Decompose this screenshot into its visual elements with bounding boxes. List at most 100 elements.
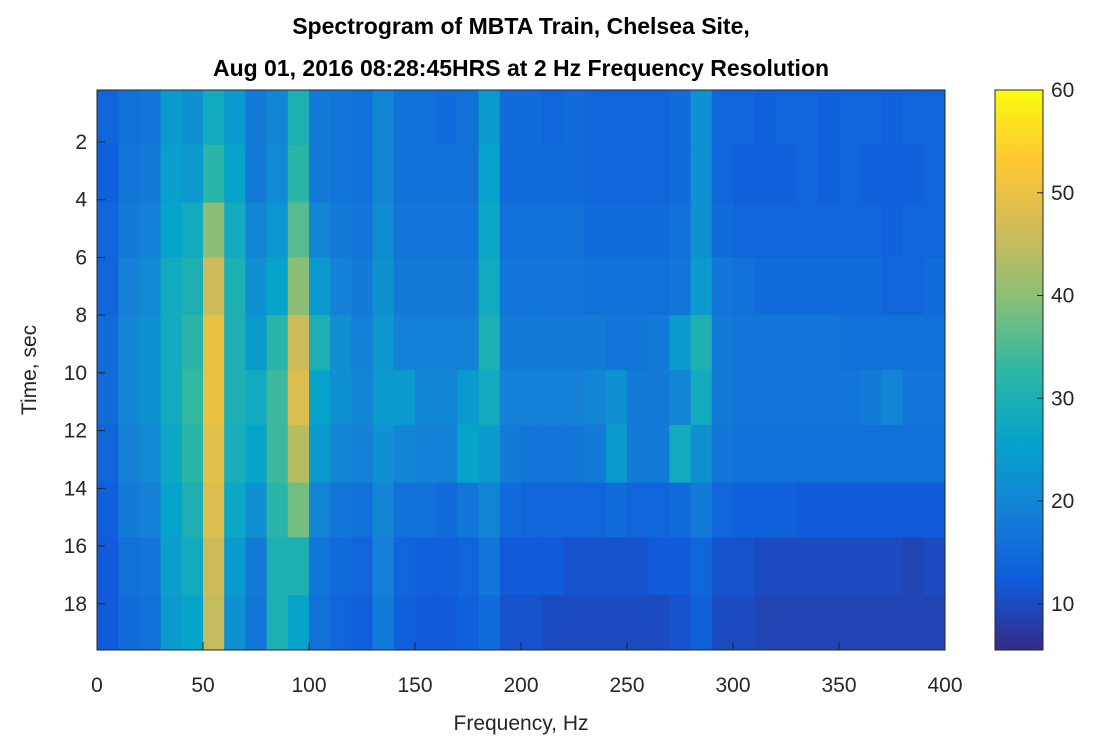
heatmap-cell <box>118 595 140 650</box>
heatmap-cell <box>585 425 607 483</box>
heatmap-cell <box>245 425 267 483</box>
heatmap-cell <box>500 257 522 315</box>
heatmap-cell <box>139 315 161 370</box>
heatmap-cell <box>669 370 691 425</box>
heatmap-cell <box>267 425 289 483</box>
heatmap-cell <box>606 257 628 315</box>
heatmap-cell <box>415 145 437 203</box>
heatmap-cell <box>839 483 861 538</box>
heatmap-cell <box>479 595 501 650</box>
heatmap-cell <box>585 257 607 315</box>
heatmap-cell <box>267 370 289 425</box>
heatmap-cell <box>224 425 246 483</box>
heatmap-cell <box>224 537 246 595</box>
heatmap-cell <box>373 595 395 650</box>
heatmap-cell <box>245 595 267 650</box>
heatmap-cell <box>288 90 310 145</box>
heatmap-cell <box>606 537 628 595</box>
heatmap-cell <box>606 595 628 650</box>
heatmap-cell <box>669 90 691 145</box>
heatmap-cell <box>648 483 670 538</box>
heatmap-cell <box>373 370 395 425</box>
heatmap-cell <box>330 145 352 203</box>
heatmap-cell <box>903 595 925 650</box>
heatmap-cell <box>627 595 649 650</box>
y-tick-label: 4 <box>75 189 87 212</box>
chart-title: Aug 01, 2016 08:28:45HRS at 2 Hz Frequen… <box>213 55 829 81</box>
heatmap-cell <box>903 425 925 483</box>
heatmap-cell <box>139 595 161 650</box>
heatmap-cell <box>903 537 925 595</box>
heatmap-cell <box>245 483 267 538</box>
heatmap-cell <box>881 537 903 595</box>
heatmap-cell <box>203 257 225 315</box>
heatmap-cell <box>479 90 501 145</box>
y-tick-label: 18 <box>64 593 87 616</box>
heatmap-cell <box>881 315 903 370</box>
heatmap-cell <box>606 145 628 203</box>
heatmap-cell <box>691 483 713 538</box>
heatmap-cell <box>839 537 861 595</box>
heatmap-cell <box>839 370 861 425</box>
heatmap-cell <box>563 90 585 145</box>
heatmap-cell <box>97 145 119 203</box>
heatmap-cell <box>860 370 882 425</box>
heatmap-cell <box>457 90 479 145</box>
heatmap-cell <box>733 145 755 203</box>
heatmap-cell <box>712 315 734 370</box>
heatmap-cell <box>500 537 522 595</box>
heatmap-cell <box>500 145 522 203</box>
heatmap-cell <box>606 315 628 370</box>
heatmap-cell <box>669 537 691 595</box>
heatmap-cell <box>542 90 564 145</box>
colorbar-tick-label: 10 <box>1051 593 1074 616</box>
heatmap-cell <box>309 257 331 315</box>
y-tick-label: 8 <box>75 304 87 327</box>
heatmap-cell <box>881 483 903 538</box>
heatmap-cell <box>415 370 437 425</box>
heatmap-cell <box>351 537 373 595</box>
heatmap-cell <box>267 595 289 650</box>
heatmap-cell <box>754 595 776 650</box>
heatmap-cell <box>669 203 691 258</box>
heatmap-cell <box>161 595 183 650</box>
heatmap-cell <box>330 483 352 538</box>
y-axis-label: Time, sec <box>18 325 41 415</box>
heatmap-cell <box>924 145 946 203</box>
heatmap-cell <box>924 537 946 595</box>
heatmap-cell <box>500 370 522 425</box>
heatmap-cell <box>415 483 437 538</box>
heatmap-cell <box>373 257 395 315</box>
heatmap-cell <box>203 90 225 145</box>
heatmap-cell <box>224 145 246 203</box>
heatmap-cell <box>818 425 840 483</box>
heatmap-cell <box>860 145 882 203</box>
heatmap-cell <box>797 425 819 483</box>
heatmap-cell <box>394 425 416 483</box>
heatmap-cell <box>224 257 246 315</box>
heatmap-cell <box>457 370 479 425</box>
heatmap-cell <box>733 595 755 650</box>
heatmap-cell <box>797 370 819 425</box>
heatmap-cell <box>224 595 246 650</box>
heatmap-cell <box>839 145 861 203</box>
heatmap-cell <box>97 90 119 145</box>
heatmap-cell <box>691 315 713 370</box>
heatmap-cell <box>118 425 140 483</box>
heatmap-cell <box>457 595 479 650</box>
heatmap-cell <box>818 90 840 145</box>
heatmap-cell <box>182 203 204 258</box>
heatmap-cell <box>818 483 840 538</box>
heatmap-cell <box>860 257 882 315</box>
heatmap-cell <box>839 203 861 258</box>
heatmap-cell <box>860 203 882 258</box>
heatmap-cell <box>97 370 119 425</box>
heatmap-cell <box>924 425 946 483</box>
heatmap-cell <box>288 145 310 203</box>
heatmap-cell <box>521 370 543 425</box>
heatmap-cell <box>161 315 183 370</box>
y-tick-label: 16 <box>64 535 87 558</box>
heatmap-cell <box>457 145 479 203</box>
heatmap-cell <box>585 90 607 145</box>
heatmap-cell <box>606 370 628 425</box>
